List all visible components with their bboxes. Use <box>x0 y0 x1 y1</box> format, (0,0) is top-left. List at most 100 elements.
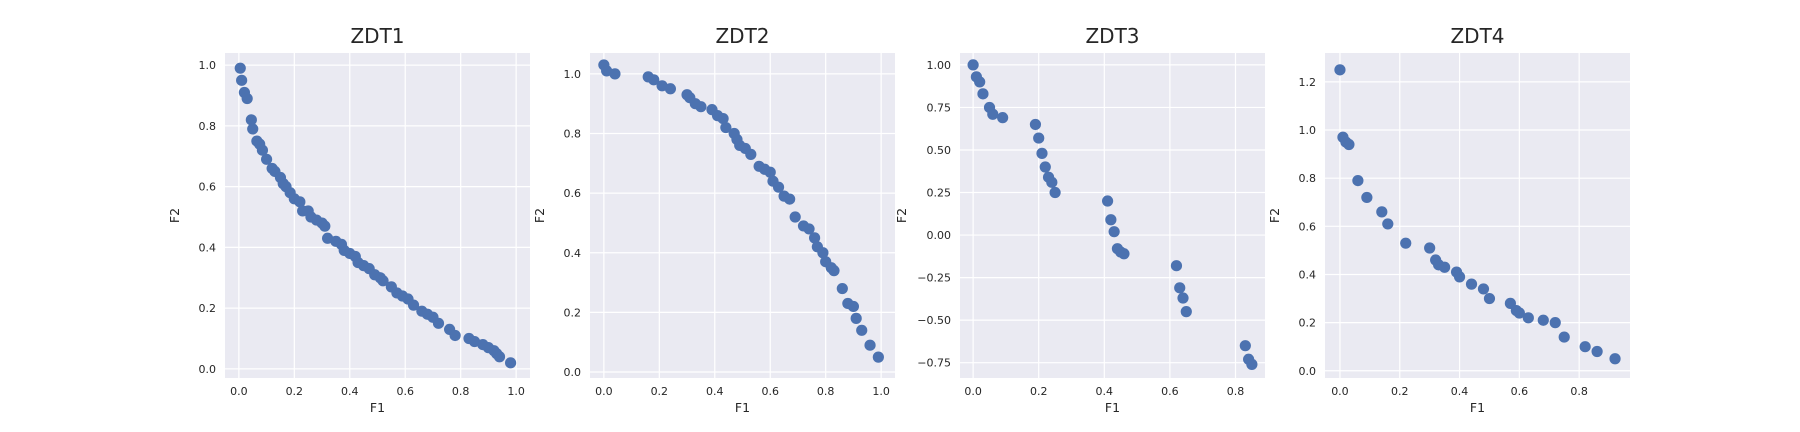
data-point <box>1046 176 1058 188</box>
data-point <box>847 300 860 313</box>
data-point <box>1376 206 1388 218</box>
chart-title: ZDT1 <box>350 24 404 48</box>
data-point <box>1465 278 1478 290</box>
chart-panel-2: 0.0 0.2 0.4 0.6 0.8 1.0 0.0 0.2 0.4 0.6 0.8 1.0 ZDT2… <box>532 24 895 415</box>
data-point <box>772 181 785 193</box>
y-tick-label: 1.0 <box>1299 124 1317 137</box>
x-axis-label: F1 <box>370 400 385 415</box>
x-tick-label: 0.6 <box>396 385 414 398</box>
y-tick-label: 0.25 <box>927 187 952 200</box>
plot-area <box>225 53 530 378</box>
data-point <box>720 121 732 134</box>
data-point <box>1537 314 1549 326</box>
x-axis-label: F1 <box>735 400 750 415</box>
data-point <box>1424 242 1436 254</box>
data-point <box>1591 345 1603 358</box>
data-point <box>987 108 999 120</box>
chart-panel-3: 0.0 0.2 0.4 0.6 0.8 −0.75 −0.50 −0.25 0.00 0.25 0.… <box>894 24 1265 415</box>
data-point <box>745 148 757 160</box>
y-tick-label: −0.75 <box>917 357 951 370</box>
x-tick-label: 0.6 <box>761 385 779 398</box>
x-tick-label: 0.0 <box>230 385 248 398</box>
data-point <box>1453 271 1466 283</box>
x-tick-label: 0.2 <box>286 385 304 398</box>
y-tick-label: 0.2 <box>564 306 582 319</box>
data-point <box>764 166 776 178</box>
data-point <box>449 329 461 342</box>
y-tick-label: 0.4 <box>564 247 582 260</box>
data-point <box>977 88 989 100</box>
data-point <box>1029 118 1042 131</box>
data-point <box>872 351 884 363</box>
x-tick-label: 1.0 <box>872 385 890 398</box>
y-tick-label: 0.6 <box>564 187 582 200</box>
data-point <box>1361 191 1373 204</box>
data-point <box>1549 317 1561 329</box>
x-tick-label: 0.4 <box>1096 385 1114 398</box>
data-point <box>1382 218 1394 230</box>
y-axis-label: F2 <box>167 208 182 223</box>
data-point <box>1108 226 1120 238</box>
y-tick-label: −0.50 <box>917 314 951 327</box>
y-tick-label: 0.0 <box>1299 365 1317 378</box>
data-point <box>836 282 848 295</box>
data-point <box>1180 306 1192 318</box>
data-point <box>1049 186 1061 199</box>
data-point <box>784 193 796 205</box>
x-tick-label: 0.0 <box>1331 385 1349 398</box>
data-point <box>1118 248 1130 260</box>
chart-panel-1: 0.0 0.2 0.4 0.6 0.8 1.0 0.0 0.2 0.4 0.6 0.8 1.0 ZDT1… <box>167 24 530 415</box>
x-axis-label: F1 <box>1470 400 1485 415</box>
data-point <box>1174 282 1186 294</box>
y-tick-label: 0.0 <box>199 363 217 376</box>
y-tick-label: −0.25 <box>917 272 951 285</box>
data-point <box>1609 353 1621 365</box>
data-point <box>1334 64 1346 76</box>
data-point <box>241 92 253 105</box>
data-point <box>504 357 517 369</box>
y-axis-label: F2 <box>1267 208 1282 223</box>
data-point <box>974 76 986 88</box>
y-tick-label: 0.2 <box>199 302 217 315</box>
data-point <box>234 62 246 74</box>
y-tick-label: 1.2 <box>1299 76 1317 89</box>
data-point <box>803 223 815 235</box>
data-point <box>648 74 660 86</box>
y-tick-label: 0.00 <box>927 229 952 242</box>
data-point <box>1246 358 1258 370</box>
y-tick-label: 0.8 <box>199 120 217 133</box>
y-axis-label: F2 <box>894 208 909 223</box>
x-tick-label: 0.4 <box>1451 385 1469 398</box>
data-point <box>1036 147 1048 159</box>
data-point <box>717 112 729 125</box>
data-point <box>817 247 829 259</box>
data-point <box>256 144 269 156</box>
x-tick-label: 0.2 <box>1030 385 1048 398</box>
chart-title: ZDT4 <box>1450 24 1504 48</box>
data-point <box>1105 214 1117 226</box>
x-tick-label: 0.2 <box>1391 385 1409 398</box>
plot-area <box>590 53 895 378</box>
data-point <box>997 112 1009 124</box>
chart-panel-4: 0.0 0.2 0.4 0.6 0.8 0.0 0.2 0.4 0.6 0.8 1.0 1.2 ZDT4… <box>1267 24 1630 415</box>
data-point <box>789 211 801 223</box>
y-tick-label: 0.8 <box>1299 172 1317 185</box>
data-point <box>1483 292 1496 305</box>
y-tick-label: 0.4 <box>1299 268 1317 281</box>
data-point <box>493 351 506 363</box>
data-point <box>1579 341 1591 353</box>
x-tick-label: 0.8 <box>452 385 470 398</box>
data-point <box>664 83 677 95</box>
data-point <box>808 232 821 244</box>
data-point <box>407 299 420 311</box>
x-axis-label: F1 <box>1105 400 1120 415</box>
y-tick-label: 1.0 <box>199 59 217 72</box>
data-point <box>1352 174 1364 187</box>
data-point <box>236 74 248 86</box>
y-tick-label: 0.4 <box>199 241 217 254</box>
chart-title: ZDT2 <box>715 24 769 48</box>
data-point <box>377 275 389 287</box>
x-tick-label: 0.2 <box>651 385 669 398</box>
data-point <box>609 68 621 80</box>
